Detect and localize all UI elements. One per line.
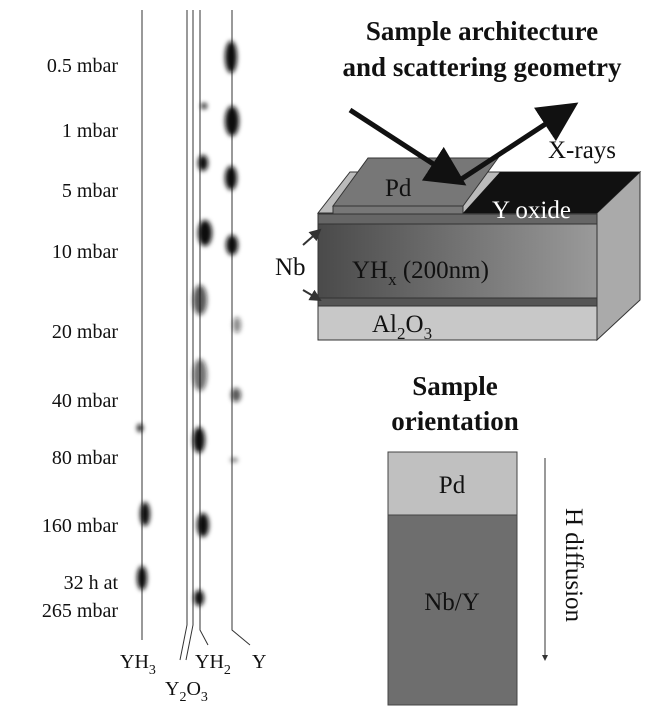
spot <box>201 103 207 109</box>
spot <box>225 106 239 136</box>
title: Sample <box>412 371 498 401</box>
text: YH <box>195 651 224 673</box>
pressure: 32 h at <box>64 572 119 594</box>
pressure: 40 mbar <box>52 390 118 412</box>
spot <box>137 424 143 432</box>
label: Pd <box>385 175 412 202</box>
spot <box>198 220 212 246</box>
figure: 0.5 mbar 1 mbar 5 mbar 10 mbar 20 mbar 4… <box>0 0 652 715</box>
arrow <box>303 290 320 300</box>
spot <box>226 235 238 255</box>
phase-label: YH2 <box>195 651 231 678</box>
pressure: 20 mbar <box>52 321 118 343</box>
arrow <box>303 230 320 245</box>
line-y2o3 <box>180 10 187 660</box>
pressure: 5 mbar <box>62 180 118 202</box>
subscript: 3 <box>424 324 433 343</box>
subscript: 2 <box>397 324 406 343</box>
spot <box>198 155 208 171</box>
label: H diffusion <box>560 508 587 623</box>
text: O <box>406 311 424 338</box>
title: orientation <box>391 406 519 436</box>
pressure: 10 mbar <box>52 241 118 263</box>
subscript: 2 <box>179 690 186 705</box>
spot <box>230 458 238 462</box>
spot <box>193 359 207 391</box>
text: O <box>186 678 200 700</box>
spots <box>137 41 241 606</box>
label: Nb/Y <box>424 589 480 616</box>
label: Nb <box>275 254 306 281</box>
title: and scattering geometry <box>343 52 622 82</box>
text: YH <box>120 651 149 673</box>
subscript: 2 <box>224 663 231 678</box>
spot <box>140 502 150 526</box>
text: YH <box>352 257 388 284</box>
label: Pd <box>439 472 466 499</box>
spot <box>137 566 147 590</box>
pressure: 0.5 mbar <box>47 55 118 77</box>
phase-label: Y2O3 <box>165 678 208 705</box>
sample-box <box>318 158 640 340</box>
spot <box>193 285 207 315</box>
subscript: 3 <box>149 663 156 678</box>
phase-label: YH3 <box>120 651 156 678</box>
text: Y <box>165 678 179 700</box>
spot <box>193 427 205 453</box>
text: Al <box>372 311 397 338</box>
label: X-rays <box>548 137 616 164</box>
title: Sample architecture <box>366 16 598 46</box>
spot <box>231 388 241 402</box>
text: (200nm) <box>397 257 489 284</box>
spot <box>225 166 237 190</box>
pressure: 160 mbar <box>42 515 118 537</box>
subscript: 3 <box>201 690 208 705</box>
phase-label: Y <box>252 651 266 673</box>
spot <box>197 513 209 537</box>
label: Y oxide <box>492 197 571 224</box>
pressure: 1 mbar <box>62 120 118 142</box>
spot <box>194 590 204 606</box>
pressure: 80 mbar <box>52 447 118 469</box>
pressure-labels: 0.5 mbar 1 mbar 5 mbar 10 mbar 20 mbar 4… <box>42 55 119 622</box>
pressure: 265 mbar <box>42 600 118 622</box>
spot <box>225 41 237 73</box>
spot <box>233 317 241 333</box>
